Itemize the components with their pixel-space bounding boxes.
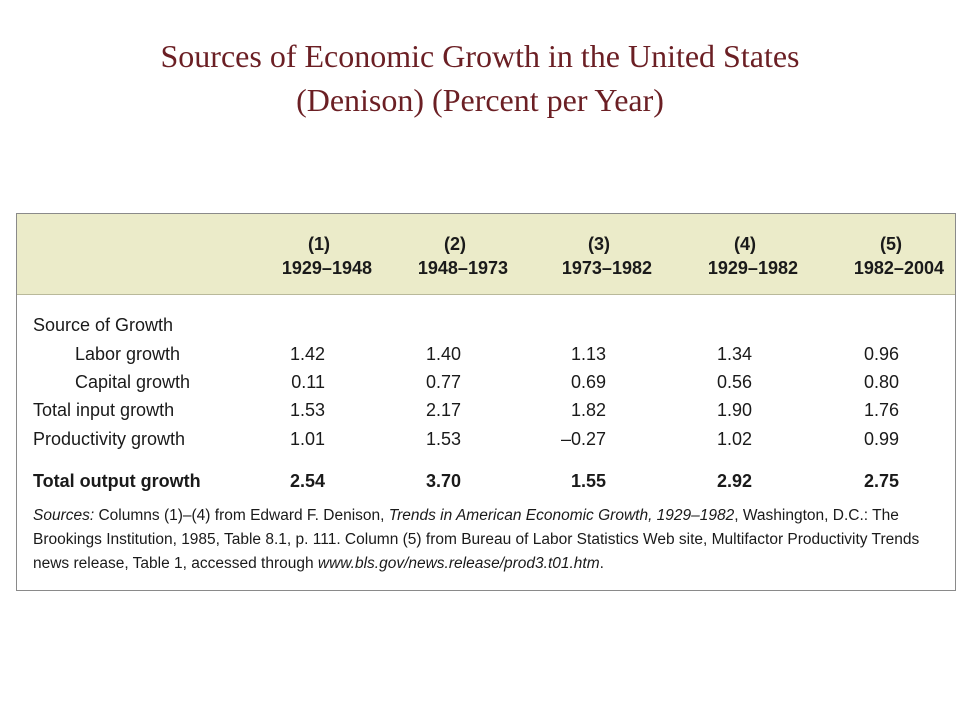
sources-suffix: . (599, 555, 604, 572)
title-line-2: (Denison) (Percent per Year) (296, 82, 664, 118)
table-cell: 0.69 (570, 372, 606, 392)
table-header-band (17, 214, 955, 295)
column-header-3: (3) 1973–1982 (512, 232, 652, 280)
total-cell: 3.70 (425, 471, 461, 491)
column-period: 1929–1982 (707, 258, 798, 278)
sources-book-title: Trends in American Economic Growth, 1929… (388, 507, 735, 524)
sources-text-2: , Washington, D.C.: The Brookings Instit… (33, 507, 920, 572)
sources-prefix: Sources: (33, 507, 95, 524)
table-cell: 1.53 (289, 400, 325, 420)
column-header-4: (4) 1929–1982 (658, 232, 798, 280)
column-header-5: (5) 1982–2004 (804, 232, 944, 280)
total-cell: 1.55 (570, 471, 606, 491)
table-cell: 0.56 (716, 372, 752, 392)
section-heading: Source of Growth (33, 315, 174, 335)
sources-url: www.bls.gov/news.release/prod3.t01.htm (317, 555, 600, 572)
column-number: (1) (308, 234, 330, 254)
column-number: (3) (588, 234, 610, 254)
table-cell: 1.90 (716, 400, 752, 420)
table-cell: 1.42 (289, 344, 325, 364)
row-label: Total input growth (33, 400, 175, 420)
sources-note: Sources: Columns (1)–(4) from Edward F. … (33, 504, 945, 576)
table-cell: 1.13 (570, 344, 606, 364)
column-period: 1982–2004 (853, 258, 944, 278)
table-cell: –0.27 (560, 429, 606, 449)
total-cell: 2.54 (289, 471, 325, 491)
column-header-1: (1) 1929–1948 (232, 232, 372, 280)
table-cell: 1.01 (289, 429, 325, 449)
column-period: 1973–1982 (561, 258, 652, 278)
column-number: (5) (880, 234, 902, 254)
column-number: (4) (734, 234, 756, 254)
column-period: 1948–1973 (417, 258, 508, 278)
column-number: (2) (444, 234, 466, 254)
growth-sources-table: (1) 1929–1948 (2) 1948–1973 (3) 1973–198… (16, 213, 956, 591)
column-period: 1929–1948 (281, 258, 372, 278)
row-label: Labor growth (75, 344, 181, 364)
table-cell: 0.80 (863, 372, 899, 392)
table-cell: 1.40 (425, 344, 461, 364)
table-cell: 1.53 (425, 429, 461, 449)
title-line-1: Sources of Economic Growth in the United… (160, 38, 800, 74)
column-header-2: (2) 1948–1973 (368, 232, 508, 280)
sources-text-1: Columns (1)–(4) from Edward F. Denison, (94, 507, 389, 524)
total-cell: 2.75 (863, 471, 899, 491)
table-cell: 2.17 (425, 400, 461, 420)
table-cell: 0.11 (291, 372, 325, 392)
total-cell: 2.92 (716, 471, 752, 491)
table-cell: 0.77 (425, 372, 461, 392)
table-cell: 1.82 (570, 400, 606, 420)
total-row-label: Total output growth (33, 471, 201, 491)
row-label: Capital growth (75, 372, 191, 392)
table-cell: 0.99 (863, 429, 899, 449)
table-cell: 0.96 (863, 344, 899, 364)
table-cell: 1.02 (716, 429, 752, 449)
slide-title: Sources of Economic Growth in the United… (0, 34, 960, 122)
row-label: Productivity growth (33, 429, 186, 449)
table-cell: 1.34 (716, 344, 752, 364)
table-cell: 1.76 (863, 400, 899, 420)
